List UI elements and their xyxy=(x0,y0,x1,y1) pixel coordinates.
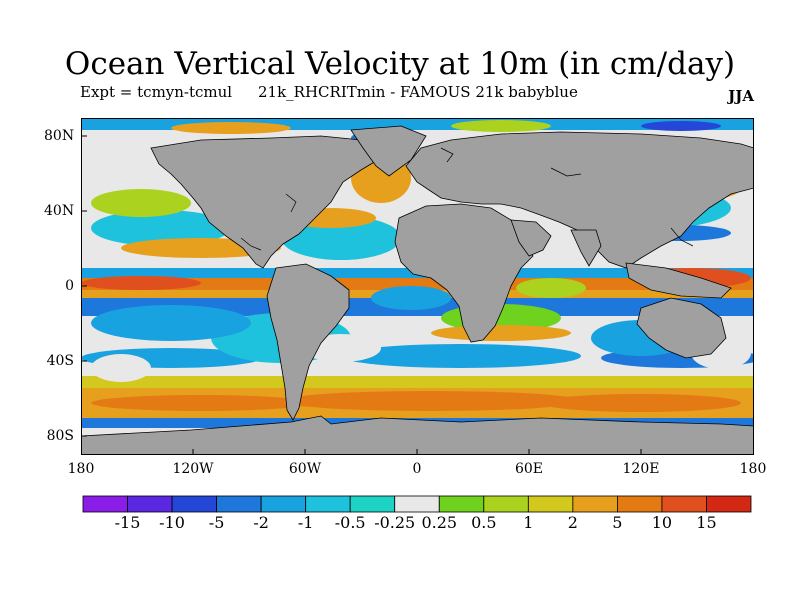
lon-label-60e: 60E xyxy=(514,461,544,477)
land-masses xyxy=(81,125,754,455)
colorbar-swatch-6 xyxy=(349,495,396,513)
lon-label-120w: 120W xyxy=(172,461,214,477)
colorbar-label: -0.25 xyxy=(374,513,416,532)
colorbar-label: -5 xyxy=(208,513,225,532)
colorbar-label: 0.5 xyxy=(471,513,497,532)
colorbar-swatch-2 xyxy=(171,495,217,513)
africa-landmass xyxy=(394,203,534,343)
comparison-label: 21k_RHCRITmin - FAMOUS 21k babyblue xyxy=(258,83,578,101)
experiment-label: Expt = tcmyn-tcmul xyxy=(80,83,233,101)
eurasia-landmass xyxy=(405,131,754,269)
colorbar-swatch-10 xyxy=(527,495,574,513)
colorbar-swatch-4 xyxy=(260,495,307,513)
colorbar-swatch-14 xyxy=(706,495,752,513)
southeast-asia-landmass xyxy=(625,262,732,299)
lat-label-40n: 40N xyxy=(44,203,75,219)
lat-label-40s: 40S xyxy=(46,353,74,369)
colorbar-label: 5 xyxy=(612,513,623,532)
colorbar-swatch-5 xyxy=(305,495,351,513)
colorbar-label: -15 xyxy=(114,513,141,532)
colorbar-label: -10 xyxy=(159,513,185,532)
map-ticks xyxy=(81,135,642,455)
colorbar-swatch-0 xyxy=(82,495,128,513)
coastline-detail xyxy=(240,147,694,251)
colorbar-swatch-7 xyxy=(394,495,440,513)
lon-label-120e: 120E xyxy=(622,461,660,477)
lat-label-80s: 80S xyxy=(46,428,74,444)
greenland-landmass xyxy=(350,125,427,177)
australia-landmass xyxy=(636,297,727,359)
india-landmass xyxy=(570,229,602,267)
colorbar-label: 0.25 xyxy=(421,513,458,532)
colorbar-label: 1 xyxy=(523,513,534,532)
map-panel xyxy=(81,118,754,455)
antarctica-landmass xyxy=(81,415,754,455)
colorbar-label: 15 xyxy=(696,513,717,532)
lon-label-0: 0 xyxy=(412,461,422,477)
colorbar-label: -1 xyxy=(297,513,314,532)
colorbar-label: -0.5 xyxy=(334,513,366,532)
colorbar-swatch-13 xyxy=(661,495,707,513)
lon-label-180e: 180 xyxy=(739,461,767,477)
lon-label-180w: 180 xyxy=(67,461,95,477)
lon-label-60w: 60W xyxy=(288,461,322,477)
map-title: Ocean Vertical Velocity at 10m (in cm/da… xyxy=(64,46,736,82)
colorbar xyxy=(82,495,752,513)
colorbar-label: 10 xyxy=(651,513,673,532)
colorbar-swatch-12 xyxy=(617,495,663,513)
colorbar-swatch-8 xyxy=(438,495,485,513)
lat-label-0: 0 xyxy=(65,278,74,294)
colorbar-swatch-3 xyxy=(216,495,262,513)
colorbar-swatch-11 xyxy=(572,495,618,513)
colorbar-swatch-1 xyxy=(127,495,173,513)
colorbar-label: 2 xyxy=(567,513,578,532)
lat-label-80n: 80N xyxy=(44,128,75,144)
arabia-landmass xyxy=(510,219,552,257)
season-label: JJA xyxy=(728,87,754,105)
colorbar-swatch-9 xyxy=(483,495,529,513)
south-america-landmass xyxy=(266,263,350,421)
colorbar-label: -2 xyxy=(253,513,269,532)
